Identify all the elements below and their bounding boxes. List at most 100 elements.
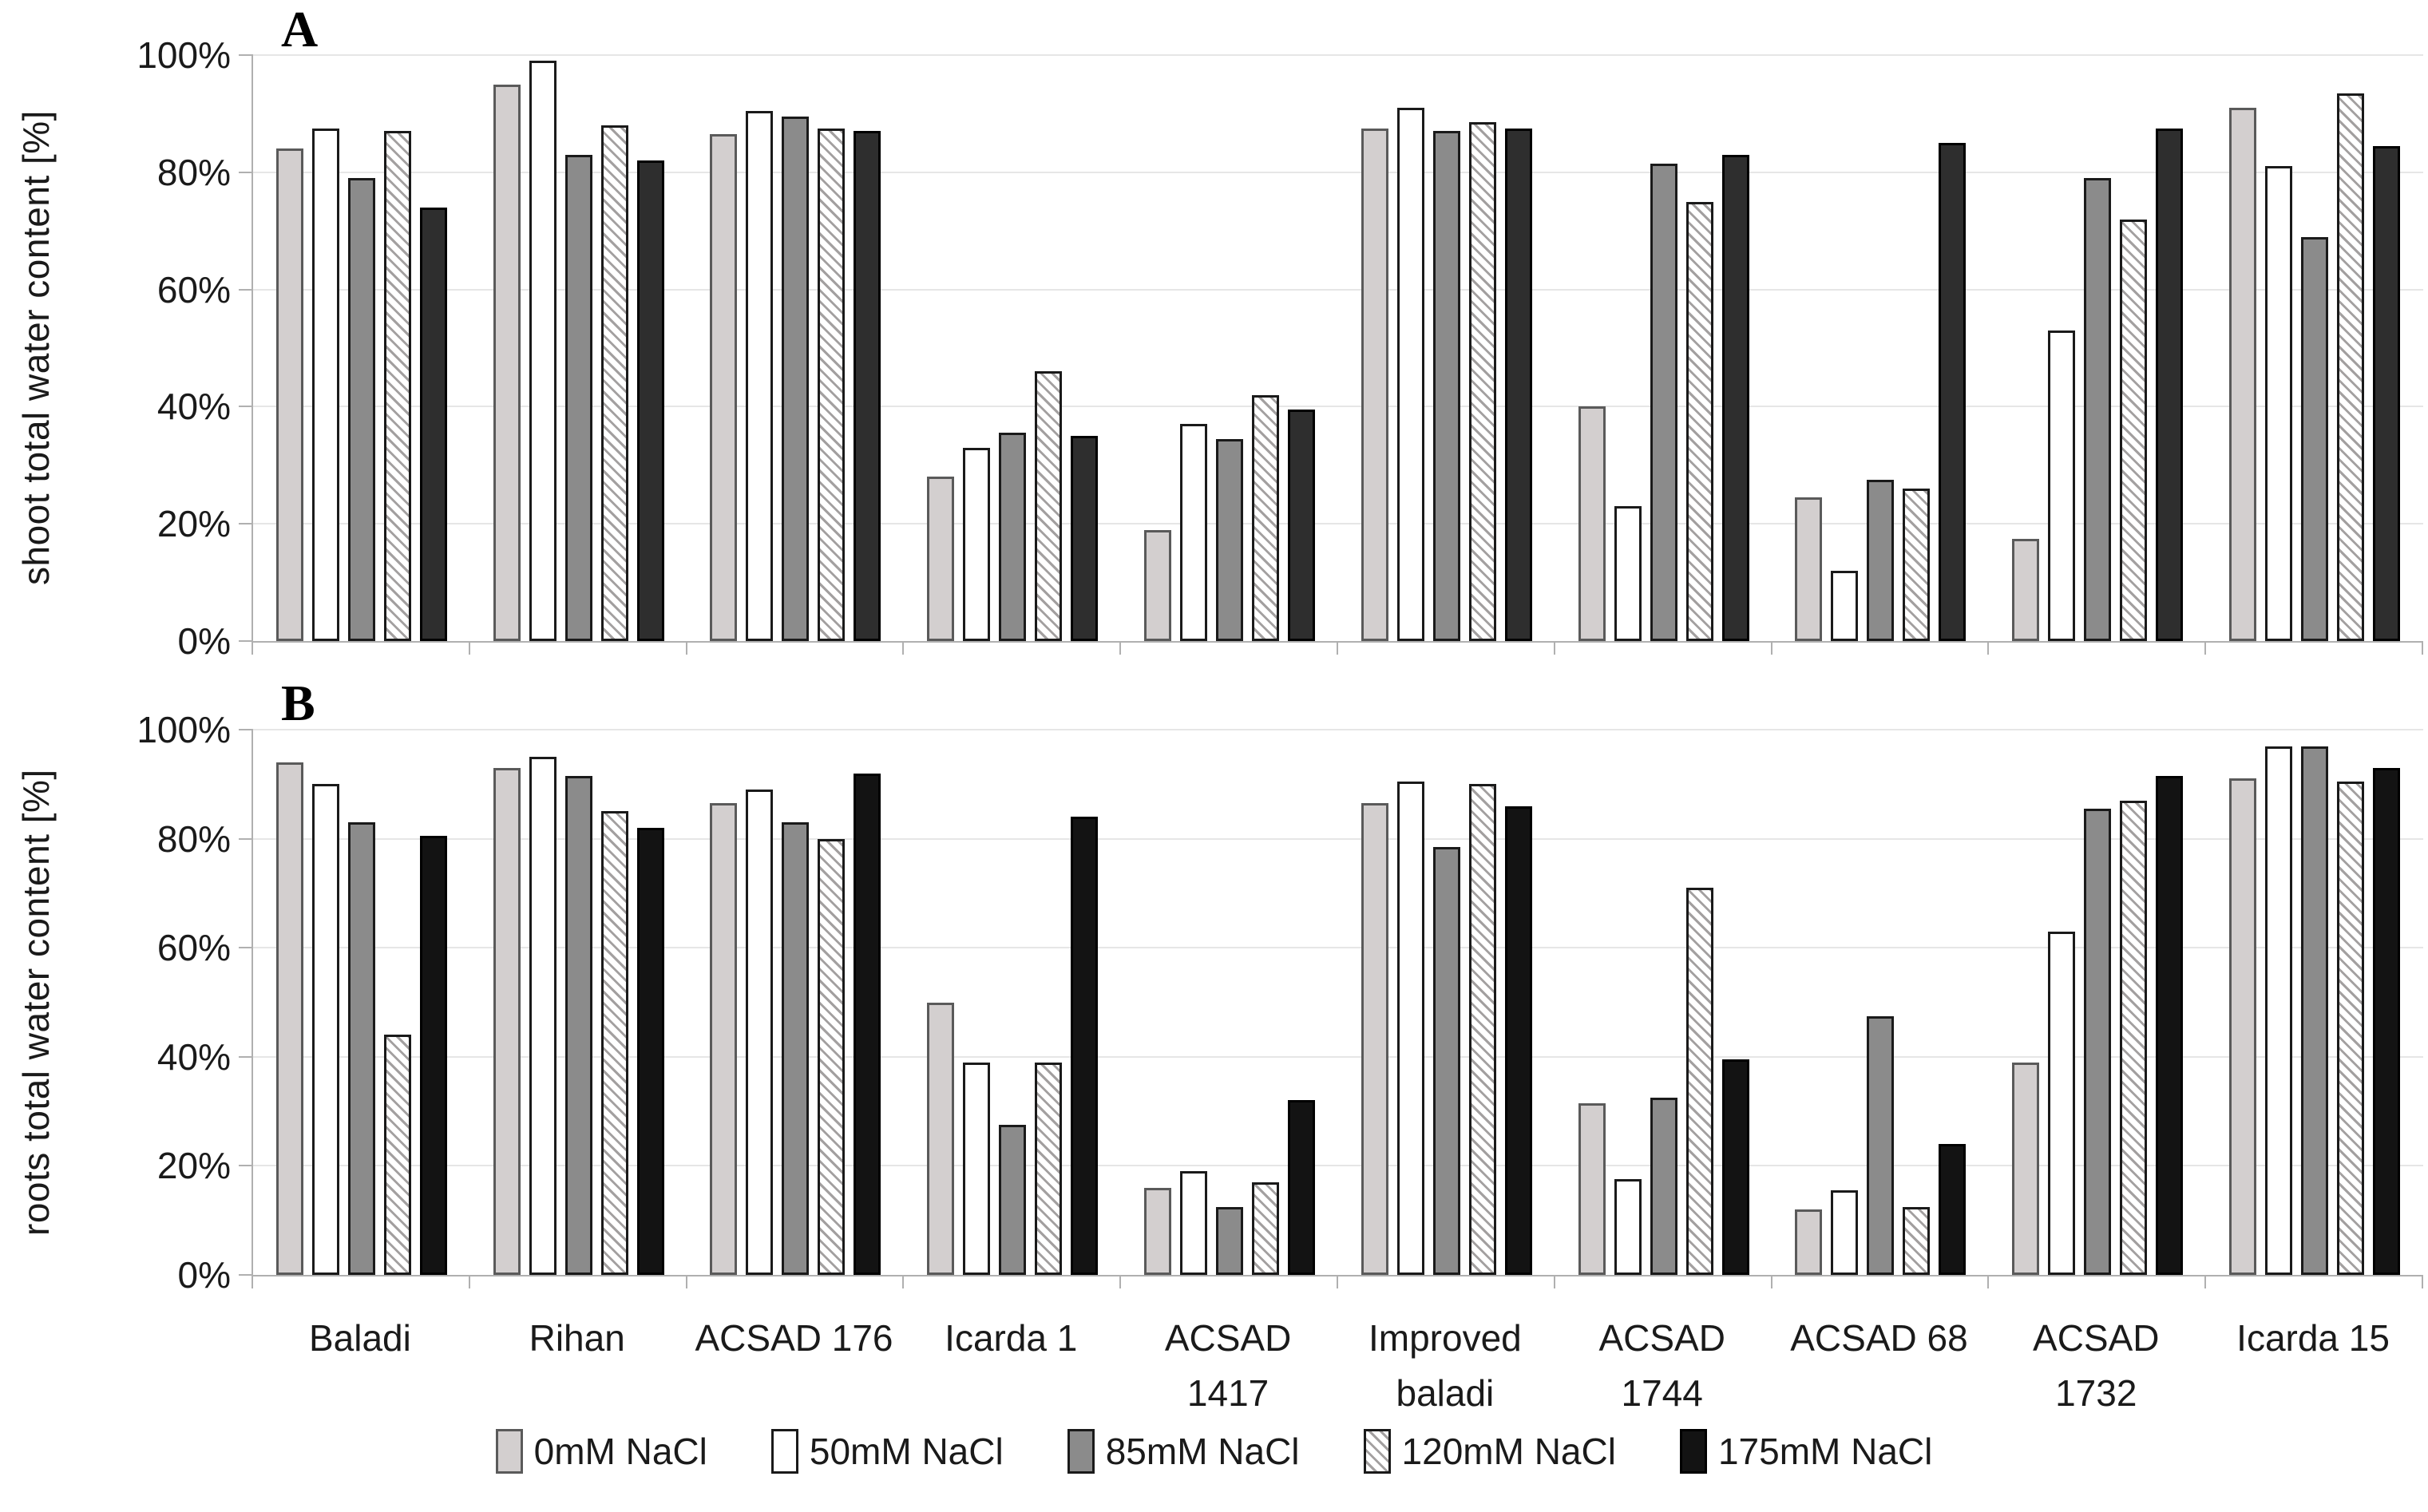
bar-85mm-nacl: [347, 822, 375, 1275]
bar-175mm-nacl: [1288, 410, 1316, 641]
x-tick-cell: [1338, 643, 1555, 655]
bar-175mm-nacl: [636, 160, 664, 641]
legend-label: 0mM NaCl: [533, 1431, 707, 1472]
y-axis-tick-label: 80%: [156, 151, 231, 193]
bar-0mm-nacl: [493, 84, 521, 641]
bar-175mm-nacl: [1071, 817, 1099, 1275]
y-tick-mark: [239, 837, 253, 840]
bar-175mm-nacl: [419, 836, 447, 1275]
bar-175mm-nacl: [1071, 436, 1099, 641]
bar-120mm-nacl: [1903, 1206, 1931, 1275]
gridline: [253, 837, 2423, 840]
gridline: [253, 947, 2423, 949]
bar-120mm-nacl: [1252, 394, 1280, 641]
x-tick-cell: [1555, 1276, 1772, 1288]
bar-120mm-nacl: [2120, 800, 2148, 1275]
x-tick-cell: [1555, 643, 1772, 655]
bar-0mm-nacl: [1795, 1209, 1823, 1275]
bar-0mm-nacl: [275, 148, 303, 641]
legend-swatch-175mm-nacl: [1679, 1429, 1707, 1474]
legend-swatch-50mm-nacl: [770, 1429, 798, 1474]
x-tick-cell: [2206, 1276, 2423, 1288]
x-tick-cell: [2206, 643, 2423, 655]
bar-50mm-nacl: [1396, 108, 1424, 641]
bar-0mm-nacl: [1795, 497, 1823, 641]
bar-group: [1989, 55, 2206, 641]
y-axis-tick-label: 60%: [156, 927, 231, 969]
legend: 0mM NaCl 50mM NaCl 85mM NaCl 120mM NaCl 175m…: [0, 1429, 2428, 1474]
bar-85mm-nacl: [2084, 178, 2112, 641]
bar-120mm-nacl: [818, 838, 846, 1275]
y-axis-tick-label: 20%: [156, 1145, 231, 1187]
bar-50mm-nacl: [2048, 931, 2076, 1275]
bar-175mm-nacl: [2373, 145, 2401, 641]
bar-50mm-nacl: [1831, 1190, 1859, 1275]
y-tick-mark: [239, 729, 253, 730]
bar-50mm-nacl: [311, 128, 339, 641]
bar-85mm-nacl: [999, 1125, 1027, 1275]
legend-label: 120mM NaCl: [1401, 1431, 1616, 1472]
x-tick-cell: [1121, 643, 1338, 655]
y-axis-title-roots: roots total water content [%]: [15, 769, 57, 1236]
bar-85mm-nacl: [1216, 1206, 1244, 1275]
legend-item: 85mM NaCl: [1067, 1429, 1300, 1474]
bar-group: [1338, 55, 1555, 641]
bar-group: [470, 55, 687, 641]
bar-175mm-nacl: [854, 773, 881, 1275]
gridline: [253, 54, 2423, 56]
y-axis-tick-label: 20%: [156, 503, 231, 545]
bar-0mm-nacl: [927, 1002, 955, 1275]
bar-0mm-nacl: [1361, 128, 1388, 641]
x-tick-cell: [1772, 1276, 1990, 1288]
category-label: ACSAD 176: [695, 1317, 893, 1359]
x-axis-ticks-roots: [252, 1276, 2423, 1288]
y-axis-tick-label: 100%: [137, 709, 231, 750]
legend-label: 175mM NaCl: [1717, 1431, 1933, 1472]
bar-0mm-nacl: [1578, 1102, 1606, 1275]
bar-85mm-nacl: [2301, 746, 2329, 1275]
legend-item: 0mM NaCl: [495, 1429, 707, 1474]
y-tick-mark: [239, 1274, 253, 1276]
bar-85mm-nacl: [1650, 1098, 1677, 1275]
x-axis-ticks-shoot: [252, 643, 2423, 655]
legend-swatch-85mm-nacl: [1067, 1429, 1095, 1474]
bar-85mm-nacl: [2301, 236, 2329, 641]
bar-120mm-nacl: [2120, 219, 2148, 641]
y-tick-mark: [239, 406, 253, 408]
legend-item: 120mM NaCl: [1363, 1429, 1616, 1474]
bar-0mm-nacl: [1578, 406, 1606, 641]
bar-50mm-nacl: [1396, 781, 1424, 1275]
x-tick-cell: [904, 1276, 1122, 1288]
bar-groups: [253, 55, 2423, 641]
y-tick-mark: [239, 171, 253, 173]
gridline: [253, 523, 2423, 525]
bar-175mm-nacl: [1288, 1100, 1316, 1275]
bar-50mm-nacl: [1180, 424, 1208, 641]
bar-120mm-nacl: [1685, 201, 1713, 641]
bar-85mm-nacl: [347, 178, 375, 641]
y-axis-tick-label: 60%: [156, 268, 231, 311]
bar-175mm-nacl: [636, 827, 664, 1275]
y-axis-tick-label: 80%: [156, 817, 231, 860]
bar-85mm-nacl: [1650, 163, 1677, 641]
category-label: Icarda 1: [945, 1317, 1078, 1359]
bar-50mm-nacl: [2265, 166, 2293, 641]
x-tick-cell: [1338, 1276, 1555, 1288]
bar-50mm-nacl: [746, 790, 774, 1275]
bar-0mm-nacl: [927, 477, 955, 641]
bar-120mm-nacl: [1035, 1062, 1063, 1275]
bar-50mm-nacl: [311, 784, 339, 1275]
bar-0mm-nacl: [710, 134, 738, 641]
bar-120mm-nacl: [1468, 784, 1496, 1275]
y-tick-mark: [239, 523, 253, 525]
bar-group: [2206, 55, 2423, 641]
bar-0mm-nacl: [2012, 538, 2040, 641]
x-tick-cell: [1989, 643, 2207, 655]
bar-120mm-nacl: [600, 125, 628, 641]
category-label: ACSAD 1744: [1598, 1317, 1725, 1414]
bar-85mm-nacl: [782, 117, 810, 641]
category-label: ACSAD 68: [1790, 1317, 1968, 1359]
bar-group: [2206, 730, 2423, 1275]
bar-175mm-nacl: [1939, 143, 1967, 641]
bar-50mm-nacl: [963, 1062, 991, 1275]
